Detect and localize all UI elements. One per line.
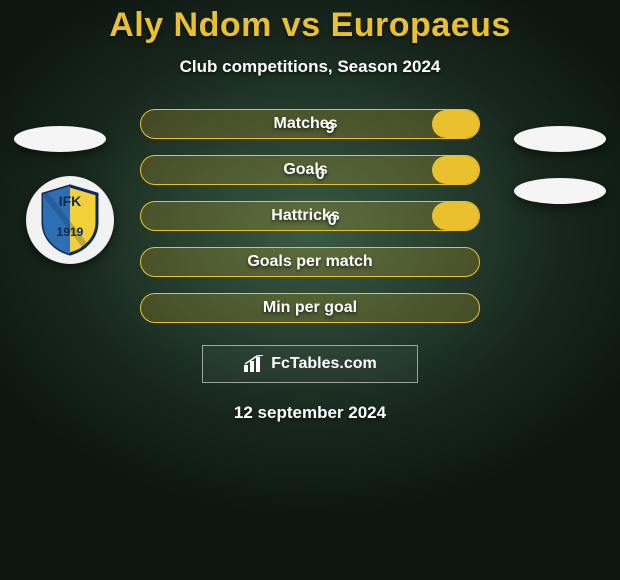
branding-box: FcTables.com [202,345,418,383]
bar-chart-icon [243,355,265,373]
stat-fill-right [432,202,479,230]
stat-label: Min per goal [263,299,357,317]
subtitle: Club competitions, Season 2024 [0,57,620,77]
page-title: Aly Ndom vs Europaeus [0,6,620,45]
shield-icon: IFK 1919 [39,184,101,256]
stat-value-right: 0 [316,166,325,184]
badge-text-bottom: 1919 [57,225,84,239]
stat-value-right: 9 [326,120,335,138]
stat-row: Matches9 [140,109,480,139]
stat-label: Goals per match [247,253,372,271]
stat-fill-right [432,156,479,184]
stat-fill-right [432,110,479,138]
date-text: 12 september 2024 [0,403,620,423]
branding-text: FcTables.com [271,355,377,373]
stat-row: Goals per match [140,247,480,277]
stat-row: Min per goal [140,293,480,323]
club-badge-circle: IFK 1919 [26,176,114,264]
stat-row: Hattricks0 [140,201,480,231]
club-badge: IFK 1919 [26,176,114,264]
placeholder-ellipse-top-right [514,126,606,152]
stat-row: Goals0 [140,155,480,185]
placeholder-ellipse-bottom-right [514,178,606,204]
placeholder-ellipse-top-left [14,126,106,152]
stat-value-right: 0 [328,212,337,230]
badge-text-top: IFK [59,193,82,209]
infographic-container: Aly Ndom vs Europaeus Club competitions,… [0,0,620,423]
